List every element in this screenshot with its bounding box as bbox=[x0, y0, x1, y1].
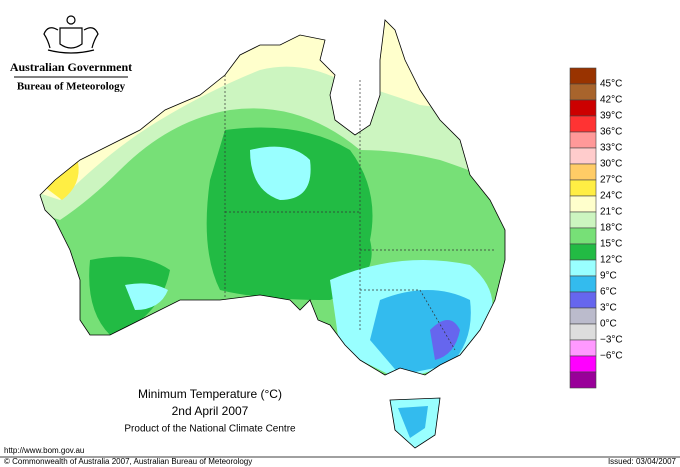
region-3-6 bbox=[430, 320, 460, 360]
legend-swatch bbox=[569, 339, 597, 357]
legend-swatch bbox=[569, 115, 597, 133]
legend-label: 21°C bbox=[600, 207, 622, 218]
legend-label: −6°C bbox=[600, 351, 623, 362]
tasmania-cold bbox=[398, 406, 428, 438]
legend-swatch bbox=[569, 147, 597, 165]
legend-label: 27°C bbox=[600, 175, 622, 186]
legend-label: 15°C bbox=[600, 239, 622, 250]
legend-swatch bbox=[569, 99, 597, 117]
agency-name: Bureau of Meteorology bbox=[17, 81, 126, 93]
legend-label: 9°C bbox=[600, 271, 617, 282]
coastline bbox=[39, 19, 506, 376]
legend-swatch bbox=[569, 211, 597, 229]
legend-label: 6°C bbox=[600, 287, 617, 298]
legend-swatch bbox=[569, 259, 597, 277]
coat-of-arms bbox=[43, 15, 99, 54]
legend-label: 30°C bbox=[600, 159, 622, 170]
legend-swatch bbox=[569, 275, 597, 293]
legend-swatch bbox=[569, 355, 597, 373]
legend-label: 42°C bbox=[600, 95, 622, 106]
legend-swatch bbox=[569, 83, 597, 101]
legend-label: −3°C bbox=[600, 335, 623, 346]
government-name: Australian Government bbox=[10, 60, 132, 74]
state-borders bbox=[224, 75, 495, 351]
legend-swatch bbox=[569, 131, 597, 149]
legend-swatch bbox=[569, 179, 597, 197]
legend-swatch bbox=[569, 291, 597, 309]
legend-label: 39°C bbox=[600, 111, 622, 122]
legend-swatch bbox=[569, 307, 597, 325]
map-title: Minimum Temperature (°C) bbox=[138, 387, 282, 401]
legend-swatch bbox=[569, 195, 597, 213]
legend-label: 33°C bbox=[600, 143, 622, 154]
footer-url: http://www.bom.gov.au bbox=[4, 446, 84, 455]
legend-label: 12°C bbox=[600, 255, 622, 266]
footer-issued: Issued: 03/04/2007 bbox=[608, 457, 677, 466]
legend-label: 0°C bbox=[600, 319, 617, 330]
map-date: 2nd April 2007 bbox=[172, 404, 249, 418]
legend-label: 24°C bbox=[600, 191, 622, 202]
legend-swatch bbox=[569, 163, 597, 181]
footer-copyright: © Commonwealth of Australia 2007, Austra… bbox=[4, 457, 252, 466]
legend-swatch bbox=[569, 227, 597, 245]
legend-label: 18°C bbox=[600, 223, 622, 234]
legend-swatch bbox=[569, 243, 597, 261]
legend: 45°C 42°C 39°C 36°C 33°C 30°C 27°C 24°C 21°C 18°C… bbox=[569, 67, 623, 389]
legend-label: 45°C bbox=[600, 79, 622, 90]
region-24-27 bbox=[42, 161, 79, 200]
map-product: Product of the National Climate Centre bbox=[124, 424, 296, 435]
legend-label: 3°C bbox=[600, 303, 617, 314]
legend-swatch bbox=[569, 67, 597, 85]
legend-swatch bbox=[569, 323, 597, 341]
legend-swatch bbox=[569, 371, 597, 389]
legend-label: 36°C bbox=[600, 127, 622, 138]
